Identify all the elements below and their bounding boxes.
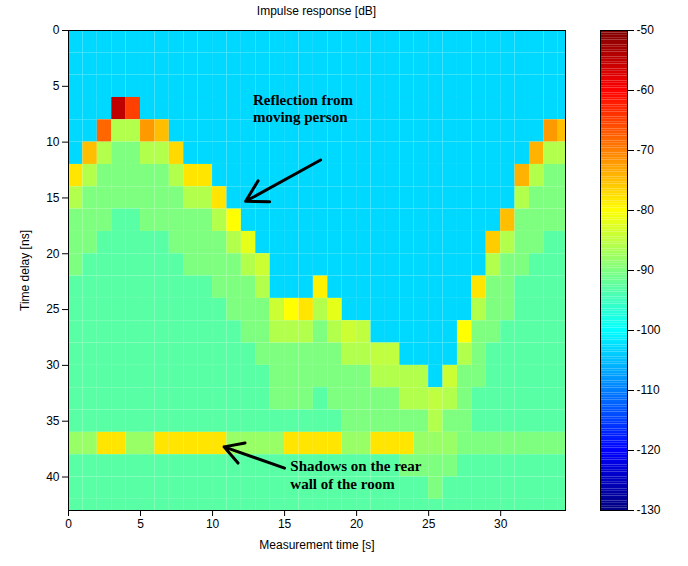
svg-text:5: 5: [53, 79, 60, 93]
svg-text:0: 0: [53, 23, 60, 37]
svg-text:25: 25: [422, 517, 436, 531]
svg-text:Time delay [ns]: Time delay [ns]: [18, 230, 32, 311]
svg-text:-110: -110: [637, 383, 660, 397]
html-text:Impulse response [dB]: Impulse response [dB]: [256, 4, 377, 18]
svg-text:-100: -100: [637, 323, 661, 337]
svg-text:20: 20: [46, 247, 60, 261]
svg-text:35: 35: [46, 414, 60, 428]
svg-text:25: 25: [46, 302, 60, 316]
svg-text:10: 10: [206, 517, 220, 531]
svg-text:15: 15: [46, 191, 60, 205]
svg-text:Shadows on the rearwall of the: Shadows on the rearwall of the room: [290, 458, 421, 491]
svg-text:-90: -90: [637, 263, 655, 277]
svg-text:-120: -120: [637, 443, 661, 457]
svg-text:-70: -70: [637, 143, 655, 157]
svg-text:10: 10: [46, 135, 60, 149]
svg-text:-130: -130: [637, 503, 661, 517]
svg-text:30: 30: [46, 358, 60, 372]
svg-text:-80: -80: [637, 203, 655, 217]
svg-text:40: 40: [46, 470, 60, 484]
svg-text:Reflection frommoving person: Reflection frommoving person: [253, 92, 354, 125]
svg-text:0: 0: [65, 517, 72, 531]
svg-text:20: 20: [350, 517, 364, 531]
svg-text:-50: -50: [637, 23, 655, 37]
svg-text:Measurement time [s]: Measurement time [s]: [259, 538, 374, 552]
svg-text:15: 15: [278, 517, 292, 531]
svg-text:-60: -60: [637, 83, 655, 97]
svg-text:5: 5: [137, 517, 144, 531]
svg-text:30: 30: [494, 517, 508, 531]
